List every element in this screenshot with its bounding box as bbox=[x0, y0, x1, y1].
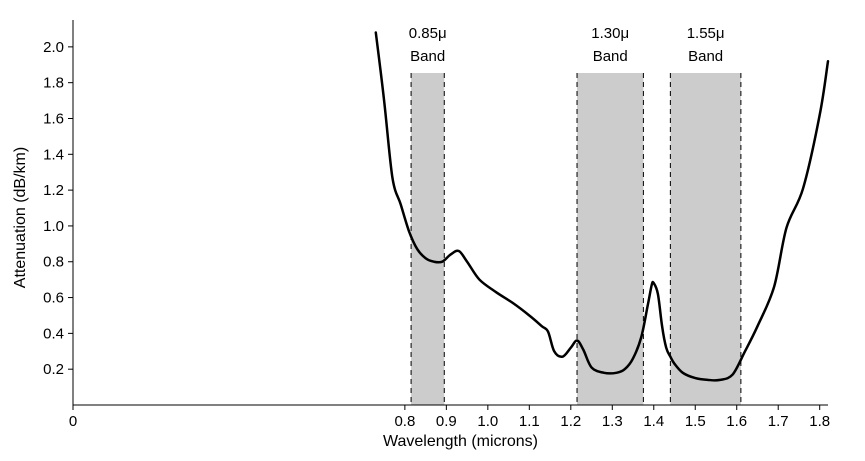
y-tick-label-6: 1.4 bbox=[43, 146, 64, 163]
band-label-line1-0: 0.85μ bbox=[409, 25, 447, 42]
y-tick-label-2: 0.6 bbox=[43, 290, 64, 307]
band-label-line1-2: 1.55μ bbox=[687, 25, 725, 42]
attenuation-curve-0 bbox=[374, 31, 830, 382]
x-tick-label-6: 1.3 bbox=[602, 413, 623, 430]
x-tick-label-3: 1.0 bbox=[477, 413, 498, 430]
y-tick-label-9: 2.0 bbox=[43, 39, 64, 56]
y-tick-label-5: 1.2 bbox=[43, 182, 64, 199]
x-ticks: 0 0.8 0.9 1.0 1.1 1.2 1.3 1.4 1.5 1.6 1.7 1.8 bbox=[69, 405, 830, 430]
y-tick-label-4: 1.0 bbox=[43, 218, 64, 235]
series-layer bbox=[374, 31, 830, 382]
y-tick-label-3: 0.8 bbox=[43, 254, 64, 271]
x-tick-label-8: 1.5 bbox=[685, 413, 706, 430]
band-rect-2 bbox=[670, 73, 741, 405]
y-axis-label: Attenuation (dB/km) bbox=[12, 147, 29, 288]
band-label-line2-2: Band bbox=[688, 48, 723, 65]
x-tick-label-5: 1.2 bbox=[560, 413, 581, 430]
y-tick-label-8: 1.8 bbox=[43, 75, 64, 92]
band-label-line1-1: 1.30μ bbox=[591, 25, 629, 42]
y-ticks: 0.2 0.4 0.6 0.8 1.0 1.2 1.4 1.6 1.8 2.0 bbox=[43, 39, 73, 378]
x-tick-label-1: 0.8 bbox=[394, 413, 415, 430]
x-tick-label-9: 1.6 bbox=[726, 413, 747, 430]
x-tick-label-7: 1.4 bbox=[643, 413, 664, 430]
y-tick-label-0: 0.2 bbox=[43, 361, 64, 378]
band-label-line2-1: Band bbox=[593, 48, 628, 65]
x-tick-label-10: 1.7 bbox=[768, 413, 789, 430]
x-tick-label-4: 1.1 bbox=[519, 413, 540, 430]
x-tick-label-2: 0.9 bbox=[436, 413, 457, 430]
bands-layer bbox=[410, 73, 742, 405]
axes bbox=[72, 20, 828, 406]
band-label-line2-0: Band bbox=[410, 48, 445, 65]
x-tick-label-0: 0 bbox=[69, 413, 77, 430]
y-tick-label-1: 0.4 bbox=[43, 325, 64, 342]
x-axis-label: Wavelength (microns) bbox=[383, 433, 538, 450]
band-rect-1 bbox=[577, 73, 644, 405]
y-tick-label-7: 1.6 bbox=[43, 110, 64, 127]
band-rect-0 bbox=[411, 73, 445, 405]
band-labels: 0.85μ Band 1.30μ Band 1.55μ Band bbox=[409, 25, 725, 65]
x-tick-label-11: 1.8 bbox=[809, 413, 830, 430]
